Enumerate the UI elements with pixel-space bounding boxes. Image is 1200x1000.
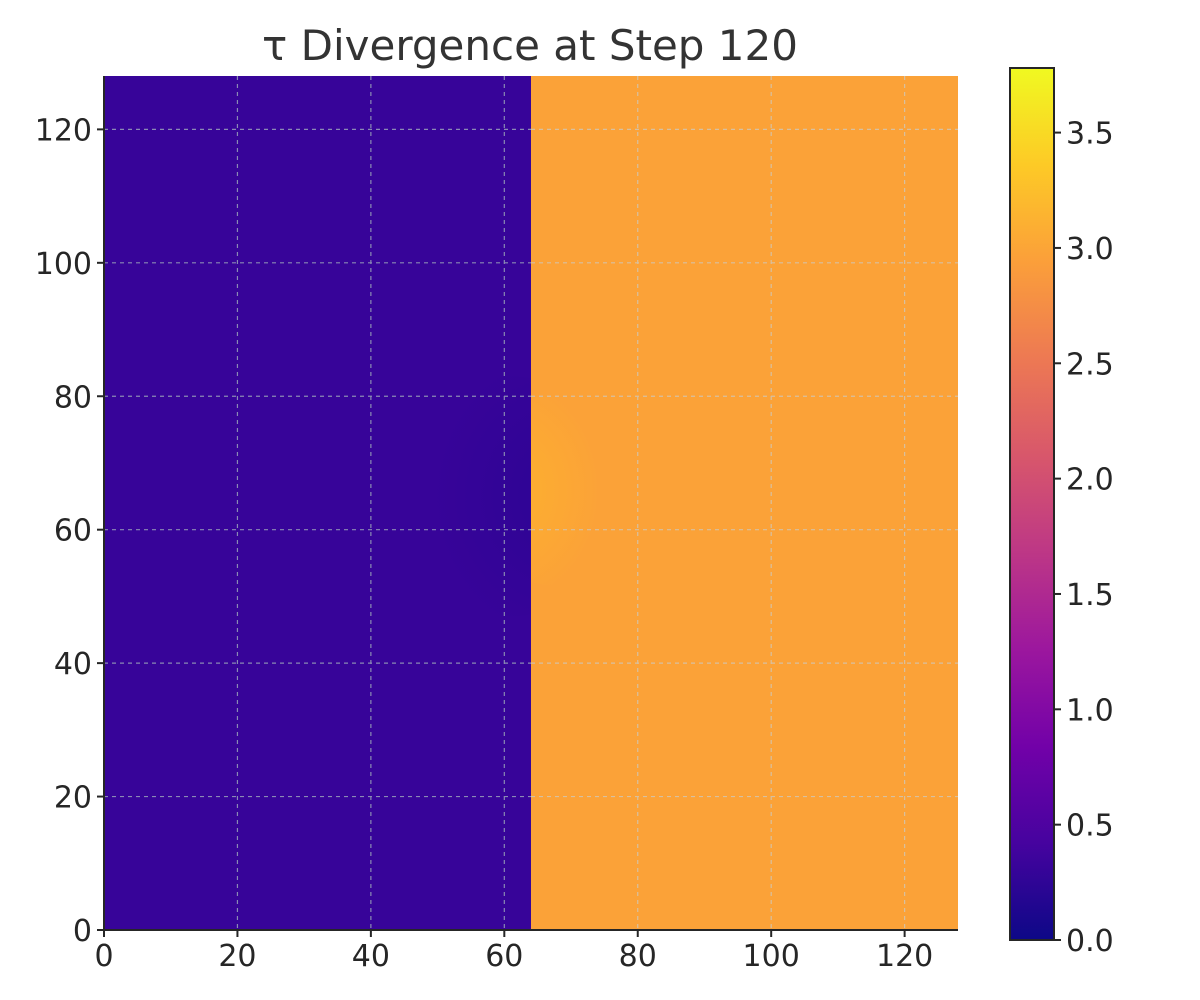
colorbar-tick-label: 0.5 — [1066, 809, 1114, 844]
x-tick-label: 40 — [352, 939, 390, 974]
y-tick-label: 40 — [54, 647, 92, 682]
interface-feature-low — [401, 376, 531, 617]
colorbar-tick-label: 0.0 — [1066, 924, 1114, 959]
y-tick-label: 120 — [35, 113, 92, 148]
x-tick-label: 60 — [485, 939, 523, 974]
axes: 0 20 40 60 80 100 120 0 20 40 60 80 100 120 — [35, 76, 958, 974]
colorbar-tick-label: 3.5 — [1066, 117, 1114, 152]
interface-feature-high — [531, 395, 633, 586]
y-tick-label: 60 — [54, 514, 92, 549]
colorbar: 0.0 0.5 1.0 1.5 2.0 2.5 3.0 3.5 — [1009, 67, 1114, 959]
colorbar-tick-label: 1.0 — [1066, 693, 1114, 728]
x-tick-label: 20 — [218, 939, 256, 974]
y-tick-label: 0 — [73, 914, 92, 949]
grid-lines — [103, 76, 958, 931]
x-tick-label: 80 — [619, 939, 657, 974]
colorbar-tick-label: 2.5 — [1066, 347, 1114, 382]
colorbar-tick-label: 2.0 — [1066, 463, 1114, 498]
colorbar-gradient — [1009, 67, 1055, 941]
colorbar-tick-label: 1.5 — [1066, 578, 1114, 613]
y-tick-label: 20 — [54, 781, 92, 816]
chart-title: τ Divergence at Step 120 — [262, 21, 798, 70]
y-tick-label: 80 — [54, 380, 92, 415]
x-tick-label: 100 — [743, 939, 800, 974]
x-tick-label: 120 — [876, 939, 933, 974]
colorbar-tick-label: 3.0 — [1066, 232, 1114, 267]
y-tick-label: 100 — [35, 247, 92, 282]
x-tick-label: 0 — [94, 939, 113, 974]
heatmap-plot-area — [104, 76, 958, 930]
